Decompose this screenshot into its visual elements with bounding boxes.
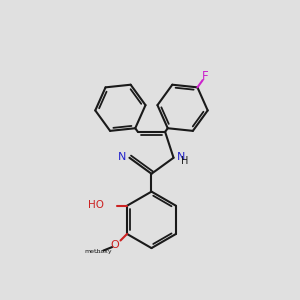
- Text: methoxy: methoxy: [96, 252, 102, 253]
- Text: N: N: [176, 152, 185, 162]
- Text: H: H: [181, 156, 188, 166]
- Text: HO: HO: [88, 200, 104, 210]
- Text: F: F: [202, 70, 208, 83]
- Text: methoxy: methoxy: [84, 249, 112, 254]
- Text: N: N: [118, 152, 127, 162]
- Text: O: O: [110, 240, 118, 250]
